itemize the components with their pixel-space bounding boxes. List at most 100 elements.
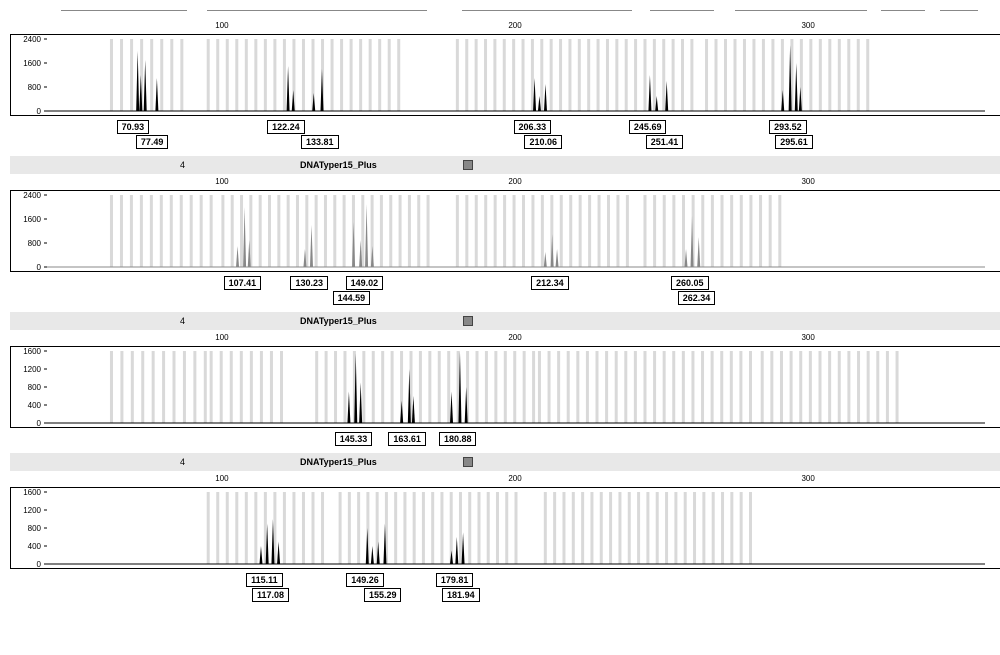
allele-bin-stripe [684, 492, 687, 564]
allele-bin-stripe [749, 351, 752, 423]
allele-bin-stripe [672, 39, 675, 111]
allele-bin-stripe [413, 492, 416, 564]
allele-bin-stripe [662, 39, 665, 111]
allele-bin-stripe [720, 351, 723, 423]
allele-bin-stripe [538, 351, 541, 423]
allele-bin-stripe [838, 351, 841, 423]
allele-bin-stripe [512, 39, 515, 111]
allele-bin-stripe [701, 195, 704, 267]
allele-bin-stripe [140, 195, 143, 267]
peak-size-label: 130.23 [290, 276, 328, 290]
y-tick-label: 800 [28, 383, 42, 392]
allele-bin-stripe [283, 492, 286, 564]
allele-bin-stripe [475, 195, 478, 267]
allele-bin-stripe [560, 195, 563, 267]
allele-bin-stripe [120, 351, 123, 423]
allele-bin-stripe [857, 39, 860, 111]
allele-bin-stripe [665, 492, 668, 564]
panel-header-bar: 4DNATyper15_Plus [10, 312, 1000, 330]
allele-bin-stripe [656, 492, 659, 564]
label-area: 145.33163.61180.88 [10, 432, 1000, 447]
allele-bin-stripe [440, 492, 443, 564]
allele-bin-stripe [721, 195, 724, 267]
x-axis: 100200300 [10, 178, 1000, 190]
peak [287, 66, 290, 111]
allele-bin-stripe [896, 351, 899, 423]
y-tick-label: 400 [28, 401, 42, 410]
allele-bin-stripe [557, 351, 560, 423]
allele-bin-stripe [607, 195, 610, 267]
allele-bin-stripe [681, 39, 684, 111]
allele-bin-stripe [562, 492, 565, 564]
allele-bin-stripe [761, 351, 764, 423]
x-tick-label: 100 [215, 333, 228, 342]
allele-bin-stripe [110, 39, 113, 111]
allele-bin-stripe [730, 492, 733, 564]
allele-bin-stripe [643, 351, 646, 423]
allele-bin-stripe [427, 195, 430, 267]
ruler-segment [61, 10, 187, 15]
ruler-segment [940, 10, 978, 15]
allele-bin-stripe [733, 39, 736, 111]
allele-bin-stripe [828, 351, 831, 423]
peak-size-label: 163.61 [388, 432, 426, 446]
y-tick-label: 800 [28, 83, 42, 92]
allele-bin-stripe [302, 492, 305, 564]
allele-bin-stripe [422, 492, 425, 564]
allele-bin-stripe [477, 492, 480, 564]
peak-size-label: 70.93 [117, 120, 150, 134]
allele-bin-stripe [190, 195, 193, 267]
allele-bin-stripe [544, 492, 547, 564]
header-color-square [463, 160, 473, 170]
peak [259, 546, 262, 564]
allele-bin-stripe [369, 39, 372, 111]
panel-svg: 040080012001600 [11, 347, 991, 427]
allele-bin-stripe [693, 492, 696, 564]
peak-size-label: 77.49 [136, 135, 169, 149]
allele-bin-stripe [388, 39, 391, 111]
peak-size-label: 206.33 [514, 120, 552, 134]
allele-bin-stripe [359, 39, 362, 111]
allele-bin-stripe [340, 39, 343, 111]
allele-bin-stripe [350, 39, 353, 111]
allele-bin-stripe [712, 492, 715, 564]
peak-size-label: 117.08 [252, 588, 289, 602]
allele-bin-stripe [339, 492, 342, 564]
ruler-segment [462, 10, 632, 15]
y-tick-label: 0 [37, 419, 42, 427]
allele-bin-stripe [759, 195, 762, 267]
electropherogram-panel: 080016002400 [10, 34, 1000, 116]
header-number: 4 [180, 316, 185, 326]
peak-size-label: 181.94 [442, 588, 480, 602]
allele-bin-stripe [240, 351, 243, 423]
allele-bin-stripe [264, 39, 267, 111]
allele-bin-stripe [586, 351, 589, 423]
allele-bin-stripe [572, 492, 575, 564]
allele-bin-stripe [361, 195, 364, 267]
y-tick-label: 1200 [23, 365, 41, 374]
allele-bin-stripe [245, 39, 248, 111]
allele-bin-stripe [292, 492, 295, 564]
allele-bin-stripe [643, 39, 646, 111]
allele-bin-stripe [615, 39, 618, 111]
peak-size-label: 295.61 [775, 135, 813, 149]
electropherogram-panel: 080016002400 [10, 190, 1000, 272]
header-color-square [463, 316, 473, 326]
allele-bin-stripe [505, 492, 508, 564]
allele-bin-stripe [790, 351, 793, 423]
allele-bin-stripe [235, 492, 238, 564]
allele-bin-stripe [616, 195, 619, 267]
electropherogram-panel: 040080012001600 [10, 346, 1000, 428]
y-tick-label: 1600 [23, 215, 41, 224]
peak-size-label: 149.26 [346, 573, 384, 587]
ruler-segment [735, 10, 867, 15]
allele-bin-stripe [715, 39, 718, 111]
allele-bin-stripe [600, 492, 603, 564]
allele-bin-stripe [465, 195, 468, 267]
allele-bin-stripe [674, 492, 677, 564]
peak-size-label: 210.06 [524, 135, 562, 149]
allele-bin-stripe [120, 39, 123, 111]
top-ruler [10, 10, 1000, 20]
x-tick-label: 100 [215, 474, 228, 483]
allele-bin-stripe [475, 39, 478, 111]
